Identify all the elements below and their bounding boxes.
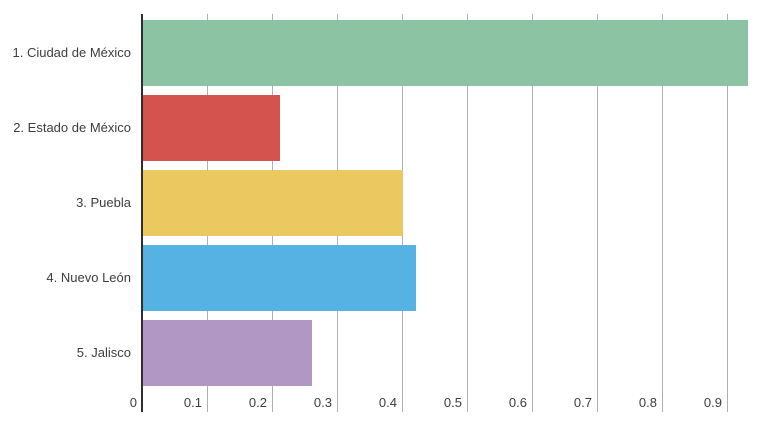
x-tick-label-0.1: 0.1 [183, 395, 202, 410]
x-tick-label-0.4: 0.4 [378, 395, 397, 410]
x-tick-label-0.5: 0.5 [443, 395, 462, 410]
gridline-x-0.7 [597, 14, 598, 412]
x-tick-label-0: 0 [129, 395, 137, 410]
bar-jalisco [143, 320, 312, 386]
x-tick-label-0.6: 0.6 [508, 395, 527, 410]
gridline-x-0.9 [727, 14, 728, 412]
x-tick-label-0.9: 0.9 [703, 395, 722, 410]
gridline-x-0.6 [532, 14, 533, 412]
x-tick-label-0.8: 0.8 [638, 395, 657, 410]
bar-nuevo-leon [143, 245, 416, 311]
category-label-ciudad-de-mexico: 1. Ciudad de México [12, 45, 131, 60]
x-tick-label-0.2: 0.2 [248, 395, 267, 410]
gridline-x-0.8 [662, 14, 663, 412]
x-tick-label-0.3: 0.3 [313, 395, 332, 410]
category-label-puebla: 3. Puebla [76, 195, 131, 210]
category-label-nuevo-leon: 4. Nuevo León [46, 270, 131, 285]
x-tick-label-0.7: 0.7 [573, 395, 592, 410]
gridline-x-0.5 [467, 14, 468, 412]
category-label-estado-de-mexico: 2. Estado de México [13, 120, 131, 135]
bar-estado-de-mexico [143, 95, 280, 161]
y-axis-zero-line [141, 14, 143, 412]
bar-puebla [143, 170, 403, 236]
category-label-jalisco: 5. Jalisco [76, 345, 131, 360]
bar-ciudad-de-mexico [143, 20, 748, 86]
